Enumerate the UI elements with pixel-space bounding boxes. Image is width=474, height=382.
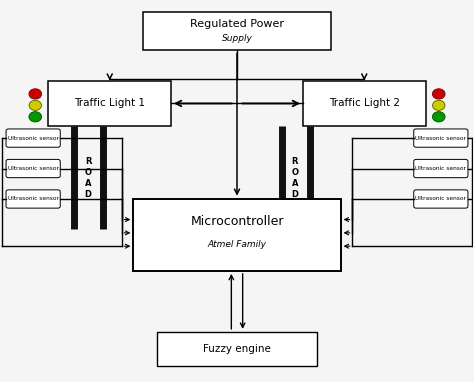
Bar xyxy=(303,81,426,126)
Circle shape xyxy=(29,112,41,122)
FancyBboxPatch shape xyxy=(6,159,60,178)
FancyBboxPatch shape xyxy=(6,190,60,208)
Circle shape xyxy=(29,89,41,99)
Text: Ultrasonic sensor: Ultrasonic sensor xyxy=(415,166,466,171)
Text: Ultrasonic sensor: Ultrasonic sensor xyxy=(415,196,466,201)
Bar xyxy=(157,332,317,366)
Text: R
O
A
D: R O A D xyxy=(84,157,91,199)
Circle shape xyxy=(29,100,41,110)
Bar xyxy=(48,81,171,126)
Circle shape xyxy=(433,89,445,99)
Text: Ultrasonic sensor: Ultrasonic sensor xyxy=(415,136,466,141)
Text: Ultrasonic sensor: Ultrasonic sensor xyxy=(8,136,59,141)
Text: Microcontroller: Microcontroller xyxy=(190,215,284,228)
FancyBboxPatch shape xyxy=(414,159,468,178)
Text: R
O
A
D: R O A D xyxy=(292,157,299,199)
Text: Supply: Supply xyxy=(221,34,253,43)
Text: Fuzzy engine: Fuzzy engine xyxy=(203,344,271,354)
Circle shape xyxy=(433,100,445,110)
Bar xyxy=(133,199,341,271)
Circle shape xyxy=(433,112,445,122)
Text: Regulated Power: Regulated Power xyxy=(190,19,284,29)
Bar xyxy=(143,12,331,50)
Text: Ultrasonic sensor: Ultrasonic sensor xyxy=(8,166,59,171)
Text: Atmel Family: Atmel Family xyxy=(208,240,266,249)
FancyBboxPatch shape xyxy=(414,129,468,147)
Text: Traffic Light 2: Traffic Light 2 xyxy=(329,99,400,108)
Text: Traffic Light 1: Traffic Light 1 xyxy=(74,99,145,108)
Text: Ultrasonic sensor: Ultrasonic sensor xyxy=(8,196,59,201)
FancyBboxPatch shape xyxy=(6,129,60,147)
FancyBboxPatch shape xyxy=(414,190,468,208)
